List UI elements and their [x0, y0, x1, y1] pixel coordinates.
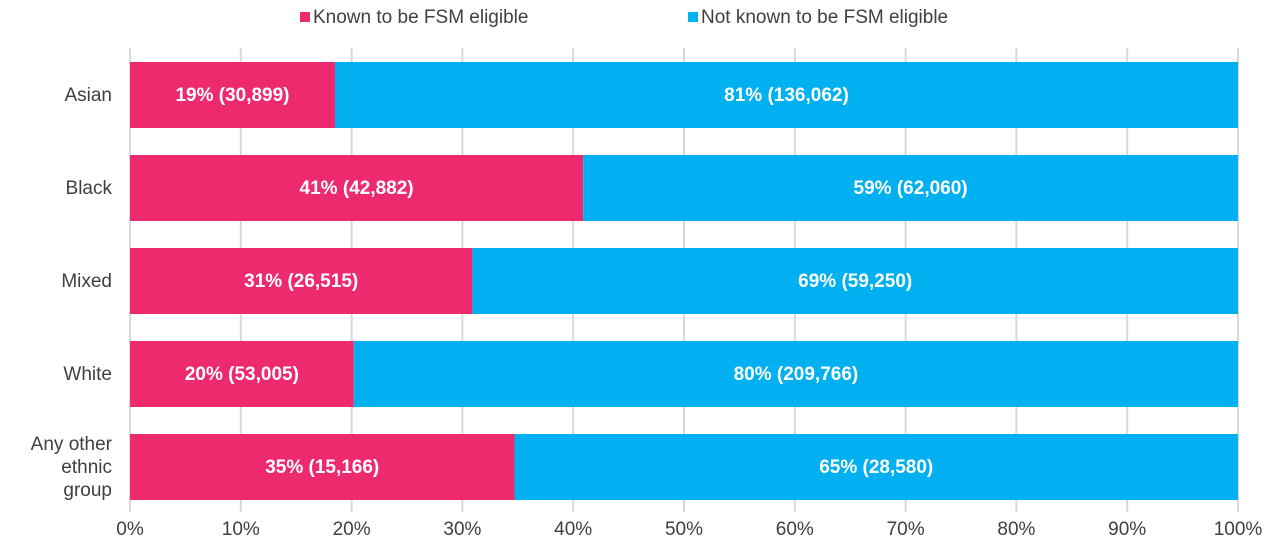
- x-tick-label: 80%: [997, 519, 1035, 540]
- x-tick-label: 0%: [116, 519, 144, 540]
- y-tick-label: Mixed: [61, 270, 112, 292]
- y-tick-label: Black: [65, 177, 112, 199]
- x-tick-label: 60%: [776, 519, 814, 540]
- x-tick-label: 50%: [665, 519, 703, 540]
- data-label: 20% (53,005): [185, 364, 299, 385]
- legend-swatch: [688, 12, 698, 22]
- data-label: 31% (26,515): [244, 271, 358, 292]
- bar-segment: [130, 155, 584, 221]
- data-label: 41% (42,882): [300, 178, 414, 199]
- bar-segment: [514, 434, 1238, 500]
- legend-label: Not known to be FSM eligible: [701, 7, 948, 28]
- data-label: 81% (136,062): [724, 85, 849, 106]
- bar-segment: [130, 62, 335, 128]
- x-tick-label: 70%: [887, 519, 925, 540]
- bar-segment: [130, 248, 473, 314]
- data-label: 35% (15,166): [265, 457, 379, 478]
- legend-swatch: [300, 12, 310, 22]
- bar-segment: [472, 248, 1238, 314]
- data-label: 65% (28,580): [819, 457, 933, 478]
- bar-segment: [130, 434, 515, 500]
- x-tick-label: 90%: [1108, 519, 1146, 540]
- x-tick-label: 20%: [333, 519, 371, 540]
- data-label: 80% (209,766): [734, 364, 859, 385]
- bar-segment: [334, 62, 1239, 128]
- data-label: 69% (59,250): [798, 271, 912, 292]
- legend-label: Known to be FSM eligible: [313, 7, 528, 28]
- data-label: 19% (30,899): [175, 85, 289, 106]
- bar-segment: [130, 341, 354, 407]
- x-tick-label: 10%: [222, 519, 260, 540]
- x-tick-label: 40%: [554, 519, 592, 540]
- bar-segment: [353, 341, 1238, 407]
- y-tick-label: White: [63, 363, 112, 385]
- y-tick-label: Any other ethnic group: [30, 433, 112, 501]
- data-label: 59% (62,060): [854, 178, 968, 199]
- bar-segment: [583, 155, 1238, 221]
- y-tick-label: Asian: [64, 84, 112, 106]
- x-tick-label: 100%: [1214, 519, 1263, 540]
- x-tick-label: 30%: [443, 519, 481, 540]
